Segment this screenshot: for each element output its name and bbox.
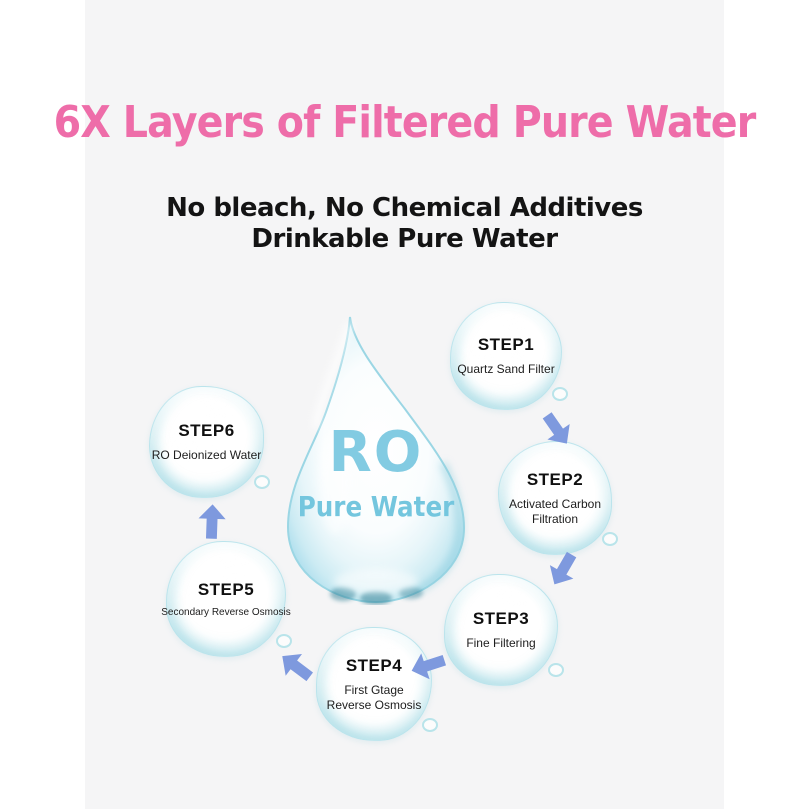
step4-description-line2: Reverse Osmosis <box>326 698 422 712</box>
step6-description: RO Deionized Water <box>151 448 262 463</box>
arrow-step3-to-step4-icon <box>405 644 451 687</box>
step-bubble-2: STEP2 Activated Carbon Filtration <box>498 441 618 555</box>
arrow-step1-to-step2-icon <box>533 404 582 454</box>
subtitle-line-1: No bleach, No Chemical Additives <box>166 193 643 223</box>
step5-description: Secondary Reverse Osmosis <box>161 606 291 618</box>
step-bubble-1: STEP1 Quartz Sand Filter <box>450 302 568 410</box>
water-drop-icon <box>286 316 466 605</box>
step3-title: STEP3 <box>472 609 530 629</box>
step4-title: STEP4 <box>345 655 403 675</box>
step4-description-line1: First Gtage <box>344 682 404 697</box>
arrow-step4-to-step5-icon <box>271 642 321 691</box>
step2-title: STEP2 <box>526 469 584 489</box>
step-bubble-3: STEP3 Fine Filtering <box>444 574 564 686</box>
step1-description: Quartz Sand Filter <box>457 362 555 377</box>
step2-description-line2: Filtration <box>531 512 578 526</box>
page-title: 6X Layers of Filtered Pure Water <box>53 97 757 148</box>
arrow-step5-to-step6-icon <box>195 502 229 541</box>
water-drop: RO Pure Water <box>283 313 469 605</box>
step-bubble-5: STEP5 Secondary Reverse Osmosis <box>161 541 292 657</box>
step-bubble-6: STEP6 RO Deionized Water <box>149 386 270 498</box>
drop-pure-water-label: Pure Water <box>297 490 455 523</box>
step6-title: STEP6 <box>178 421 235 441</box>
page-subtitle: No bleach, No Chemical Additives Drinkab… <box>0 193 809 255</box>
step2-description-line1: Activated Carbon <box>508 496 602 511</box>
step-bubble-4: STEP4 First Gtage Reverse Osmosis <box>316 627 438 741</box>
step3-description: Fine Filtering <box>466 636 536 651</box>
subtitle-line-2: Drinkable Pure Water <box>251 224 558 254</box>
arrow-step2-to-step3-icon <box>539 545 587 594</box>
drop-acronym-label: RO <box>328 420 424 485</box>
step5-title: STEP5 <box>197 579 255 599</box>
step1-title: STEP1 <box>477 335 535 355</box>
